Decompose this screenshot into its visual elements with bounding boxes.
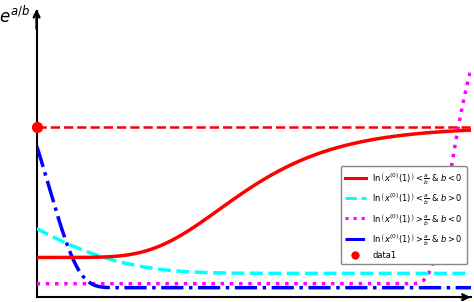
- Text: $e^{a/b}$: $e^{a/b}$: [0, 6, 30, 27]
- Legend: $\ln\left(x^{(0)}(1)\right) < \frac{a}{b}$ & $b < 0$, $\ln\left(x^{(0)}(1)\right: $\ln\left(x^{(0)}(1)\right) < \frac{a}{b…: [341, 166, 467, 265]
